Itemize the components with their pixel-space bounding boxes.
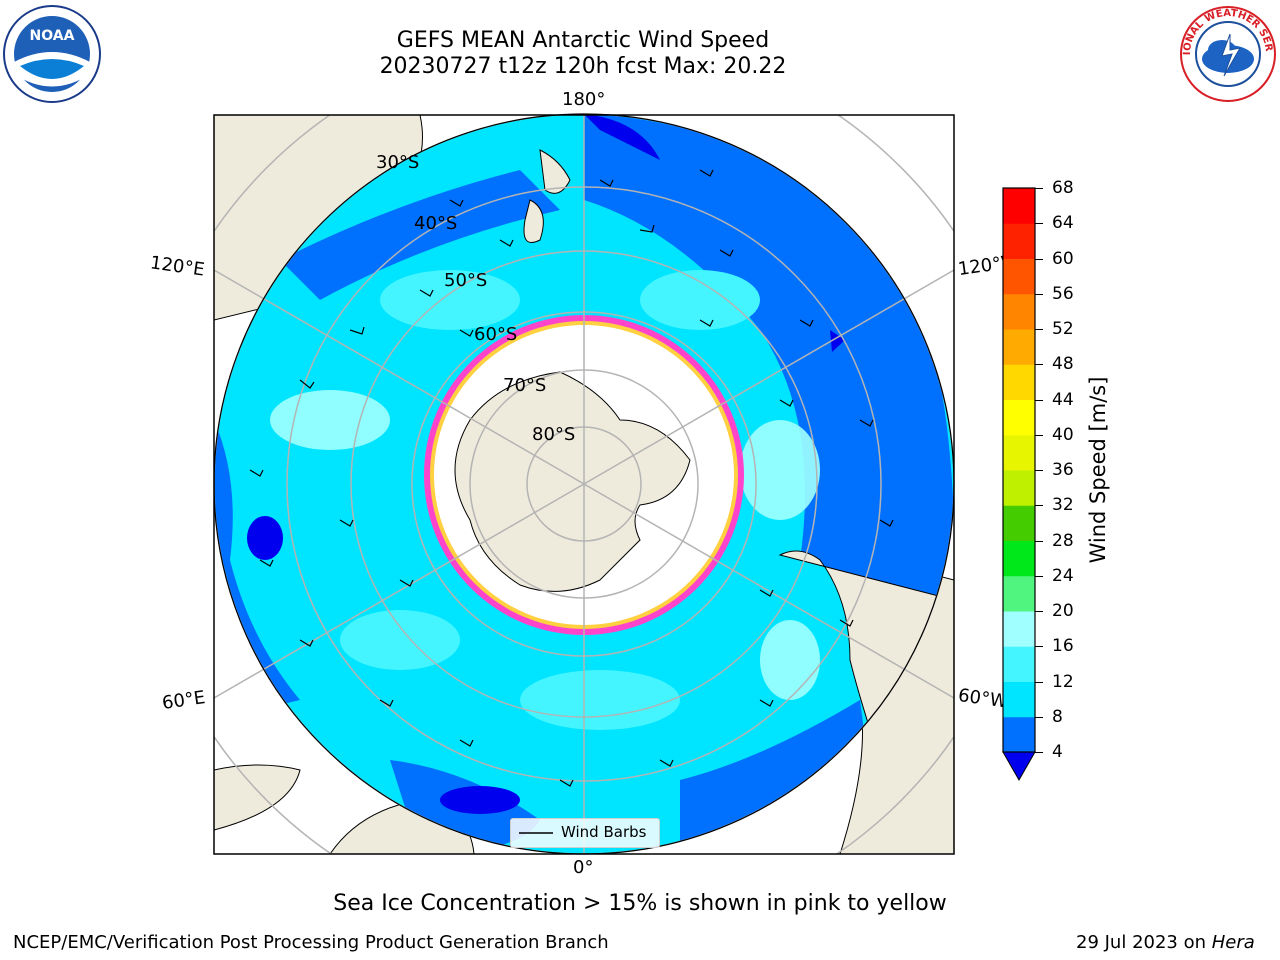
colorbar-tick-label: 56	[1052, 283, 1074, 304]
colorbar-tick-label: 28	[1052, 530, 1074, 551]
chart-title: GEFS MEAN Antarctic Wind Speed	[396, 28, 770, 53]
colorbar-cell	[1003, 681, 1035, 718]
colorbar-cell	[1003, 716, 1035, 753]
legend-line-icon	[519, 832, 553, 834]
lon-label-180: 180°	[562, 89, 606, 110]
colorbar-tick-label: 64	[1052, 213, 1074, 234]
colorbar-tick-label: 4	[1052, 742, 1063, 762]
chart-subtitle: 20230727 t12z 120h fcst Max: 20.22	[379, 54, 787, 79]
lat-label-80s: 80°S	[532, 424, 576, 445]
footer-machine: Hera	[1211, 932, 1255, 953]
colorbar-tick-mark	[1035, 329, 1043, 330]
noaa-logo: NOAA	[3, 5, 101, 103]
colorbar-tick-label: 60	[1052, 248, 1074, 269]
colorbar-tick-label: 40	[1052, 424, 1074, 445]
colorbar-tick-mark	[1035, 223, 1043, 225]
colorbar-tick-label: 32	[1052, 495, 1074, 516]
colorbar-cell	[1003, 188, 1035, 224]
colorbar-cell	[1003, 575, 1035, 612]
colorbar-cell	[1003, 329, 1035, 365]
colorbar-cell	[1003, 223, 1035, 259]
colorbar-cell	[1003, 364, 1035, 400]
colorbar-tick-mark	[1035, 646, 1043, 648]
colorbar-tick-mark	[1035, 258, 1043, 260]
colorbar-tick-mark	[1035, 470, 1043, 471]
colorbar-tick-label: 12	[1052, 671, 1074, 692]
colorbar-tick-mark	[1035, 716, 1043, 718]
noaa-logo-text: NOAA	[30, 28, 75, 44]
lon-label-0: 0°	[573, 857, 594, 878]
colorbar-tick-mark	[1035, 434, 1043, 436]
lat-label-40s: 40°S	[414, 213, 458, 234]
colorbar-tick-mark	[1035, 364, 1043, 366]
colorbar-cell	[1003, 399, 1035, 436]
lat-label-50s: 50°S	[444, 270, 488, 291]
sea-ice-note: Sea Ice Concentration > 15% is shown in …	[333, 891, 947, 916]
colorbar-cell	[1003, 258, 1035, 295]
colorbar-cell	[1003, 505, 1035, 541]
colorbar-tick-mark	[1035, 505, 1043, 507]
legend-label: Wind Barbs	[561, 823, 647, 841]
colorbar-tick-mark	[1035, 681, 1043, 683]
colorbar-tick-label: 36	[1052, 460, 1074, 480]
colorbar-cell	[1003, 646, 1035, 682]
map-frame	[213, 114, 955, 855]
colorbar	[1002, 187, 1036, 782]
colorbar-label: Wind Speed [m/s]	[1086, 376, 1110, 564]
lat-label-30s: 30°S	[376, 152, 420, 173]
colorbar-tick-mark	[1035, 540, 1043, 542]
colorbar-tick-label: 24	[1052, 565, 1074, 586]
colorbar-tick-label: 44	[1052, 389, 1074, 410]
footer-date: 29 Jul 2023 on Hera	[1076, 932, 1255, 953]
colorbar-cell	[1003, 434, 1035, 471]
footer-date-text: 29 Jul 2023 on	[1076, 932, 1212, 953]
colorbar-cell	[1003, 293, 1035, 330]
colorbar-tick-mark	[1035, 293, 1043, 295]
nws-logo: NATIONAL WEATHER SERVICE	[1178, 4, 1276, 102]
colorbar-tick-mark	[1035, 399, 1043, 401]
colorbar-tick-mark	[1035, 752, 1043, 753]
map-legend: Wind Barbs	[510, 818, 660, 848]
colorbar-cell	[1003, 540, 1035, 577]
colorbar-tick-label: 68	[1052, 178, 1074, 198]
colorbar-cell	[1003, 611, 1035, 647]
colorbar-tick-mark	[1035, 575, 1043, 577]
footer-branch: NCEP/EMC/Verification Post Processing Pr…	[13, 932, 609, 953]
colorbar-tick-mark	[1035, 611, 1043, 612]
colorbar-tick-label: 8	[1052, 706, 1063, 727]
colorbar-tick-mark	[1035, 188, 1043, 189]
colorbar-cell	[1003, 470, 1035, 506]
colorbar-tick-label: 48	[1052, 354, 1074, 375]
lat-label-70s: 70°S	[503, 375, 547, 396]
colorbar-tick-label: 20	[1052, 601, 1074, 621]
lat-label-60s: 60°S	[474, 324, 518, 345]
wind-barbs	[249, 169, 894, 787]
colorbar-tick-label: 16	[1052, 636, 1074, 657]
colorbar-tick-label: 52	[1052, 319, 1074, 339]
graticule	[214, 115, 954, 854]
